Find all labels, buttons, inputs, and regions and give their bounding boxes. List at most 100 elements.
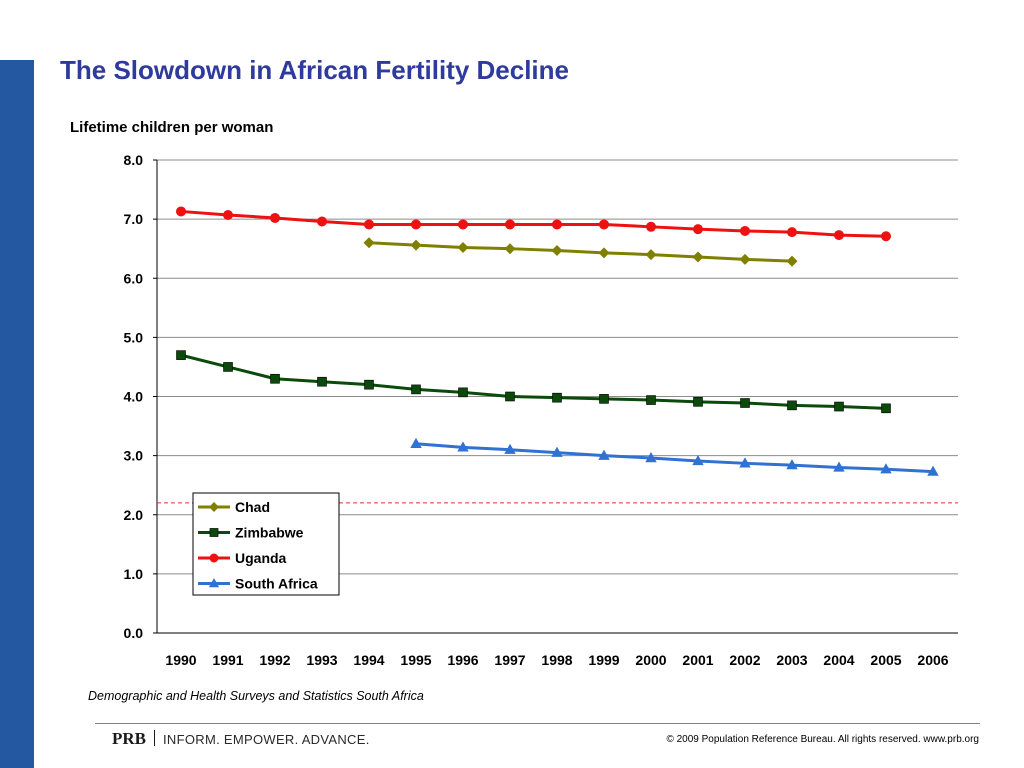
zimbabwe-point: [740, 398, 750, 408]
x-tick-label: 2002: [729, 652, 760, 668]
copyright-notice: © 2009 Population Reference Bureau. All …: [666, 734, 979, 745]
uganda-point: [740, 225, 750, 236]
uganda-point: [505, 219, 515, 230]
x-tick-label: 2006: [917, 652, 948, 668]
footer-brand: PRB INFORM. EMPOWER. ADVANCE.: [112, 729, 370, 749]
zimbabwe-point: [693, 397, 703, 407]
uganda-point: [458, 219, 468, 230]
zimbabwe-point: [505, 391, 515, 402]
south-africa-point: [833, 461, 845, 472]
chad-point: [739, 253, 751, 265]
zimbabwe-point: [599, 394, 609, 404]
y-tick-label: 5.0: [124, 329, 144, 345]
zimbabwe-point: [317, 376, 327, 387]
uganda-point: [693, 224, 703, 235]
chad-point: [551, 244, 563, 256]
y-tick-label: 2.0: [124, 507, 144, 523]
zimbabwe-point: [176, 350, 186, 360]
zimbabwe-point: [458, 387, 468, 398]
legend-label-zimbabwe: Zimbabwe: [235, 525, 304, 541]
south-africa-point: [598, 449, 610, 460]
south-africa-point: [457, 441, 469, 452]
zimbabwe-point: [552, 392, 562, 403]
chad-point: [457, 242, 469, 254]
uganda-point: [787, 227, 797, 238]
chad-point: [786, 255, 798, 267]
uganda-point: [411, 219, 421, 230]
uganda-point: [176, 206, 186, 217]
y-tick-label: 1.0: [124, 566, 144, 582]
y-tick-label: 6.0: [124, 270, 144, 286]
zimbabwe-point: [881, 403, 891, 414]
legend-label-chad: Chad: [235, 499, 270, 515]
x-tick-label: 1993: [306, 652, 337, 668]
uganda-point: [599, 219, 609, 230]
south-africa-point: [739, 457, 751, 468]
legend-box: [192, 492, 340, 596]
slide-title: The Slowdown in African Fertility Declin…: [60, 55, 569, 85]
x-tick-label: 2004: [823, 652, 854, 668]
south-africa-point: [551, 446, 563, 457]
legend-label-uganda: Uganda: [235, 550, 287, 566]
uganda-point: [881, 231, 891, 242]
y-tick-label: 8.0: [124, 152, 144, 168]
chad-line: [368, 241, 793, 263]
south-africa-point: [880, 463, 892, 474]
zimbabwe-point: [646, 395, 656, 405]
y-tick-label: 3.0: [124, 448, 144, 464]
zimbabwe-point: [834, 401, 844, 412]
fertility-line-chart: 0.0 1.0 2.0 3.0 4.0 5.0 6.0 7.0 8.0 1990 1991 1992 1…: [124, 152, 958, 668]
y-tick-label: 4.0: [124, 389, 144, 405]
y-tick-label: 0.0: [124, 625, 144, 641]
y-axis-label: Lifetime children per woman: [70, 119, 274, 136]
uganda-point: [270, 212, 280, 223]
x-tick-label: 1992: [259, 652, 290, 668]
south-africa-point: [504, 443, 516, 454]
x-tick-label: 1996: [447, 652, 478, 668]
legend-marker-chad: [209, 502, 219, 512]
source-note: Demographic and Health Surveys and Stati…: [88, 689, 424, 703]
uganda-point: [223, 209, 233, 220]
zimbabwe-point: [787, 400, 797, 411]
legend-marker-south-africa: [208, 578, 220, 588]
uganda-point: [834, 230, 844, 241]
south-africa-point: [410, 437, 422, 448]
chad-point: [692, 251, 704, 263]
prb-logo: PRB: [112, 729, 146, 748]
legend-label-south-africa: South Africa: [235, 576, 318, 592]
x-tick-label: 1997: [494, 652, 525, 668]
x-tick-label: 1999: [588, 652, 619, 668]
south-africa-point: [927, 465, 939, 476]
legend-marker-uganda: [209, 553, 219, 563]
x-tick-label: 1998: [541, 652, 572, 668]
x-tick-label: 1995: [400, 652, 431, 668]
chad-point: [598, 247, 610, 259]
zimbabwe-point: [364, 379, 374, 390]
zimbabwe-point: [411, 384, 421, 395]
zimbabwe-point: [270, 373, 280, 384]
legend-marker-zimbabwe: [209, 528, 219, 537]
x-tick-label: 2003: [776, 652, 807, 668]
accent-bar: [0, 60, 34, 768]
x-tick-label: 2001: [682, 652, 713, 668]
brand-tagline: INFORM. EMPOWER. ADVANCE.: [163, 732, 370, 747]
brand-separator: [154, 730, 155, 746]
south-africa-point: [645, 451, 657, 463]
zimbabwe-point: [223, 362, 233, 372]
south-africa-point: [692, 454, 704, 466]
x-tick-label: 1990: [165, 652, 196, 668]
y-tick-label: 7.0: [124, 211, 144, 227]
chad-point: [504, 243, 516, 255]
uganda-point: [552, 219, 562, 230]
uganda-point: [646, 221, 656, 232]
uganda-line: [180, 209, 887, 238]
chad-point: [363, 237, 375, 249]
footer-divider: [95, 723, 980, 724]
uganda-point: [364, 219, 374, 230]
zimbabwe-line: [180, 353, 887, 410]
x-tick-label: 2000: [635, 652, 666, 668]
x-tick-label: 2005: [870, 652, 901, 668]
south-africa-line: [415, 442, 934, 474]
south-africa-point: [786, 459, 798, 470]
